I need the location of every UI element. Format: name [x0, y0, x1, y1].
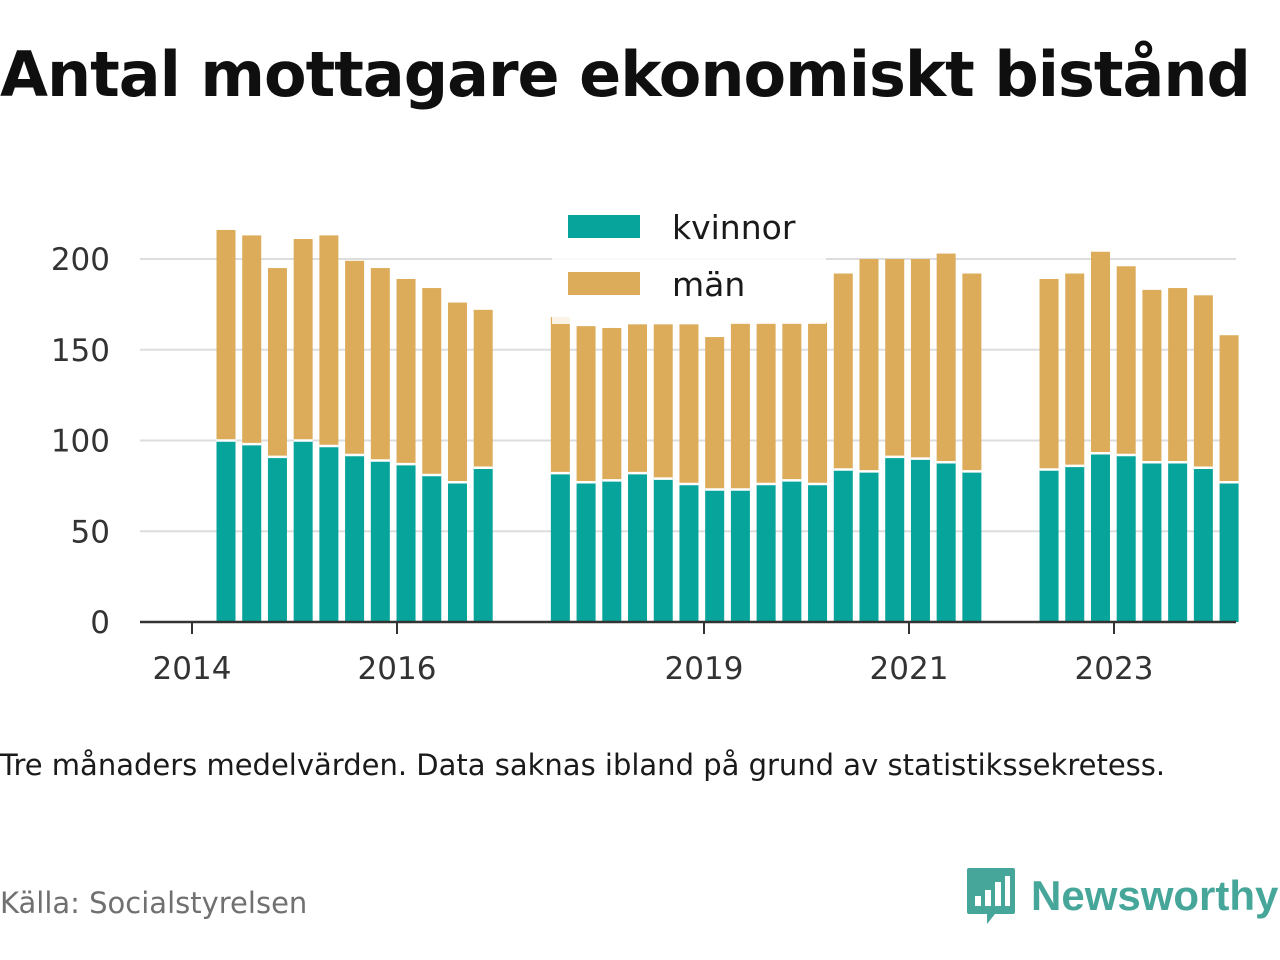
- bar-man: [962, 273, 982, 472]
- bar-man: [370, 268, 390, 461]
- y-tick-label-100: 100: [51, 424, 110, 460]
- bar-man: [679, 324, 699, 485]
- bar-kvinnor: [628, 473, 648, 622]
- bar-man: [1116, 266, 1136, 456]
- bar-kvinnor: [293, 440, 313, 622]
- bar-man: [550, 317, 570, 474]
- y-tick-label-200: 200: [51, 242, 110, 278]
- brand-name: Newsworthy: [1031, 872, 1279, 919]
- bar-man: [293, 239, 313, 441]
- bar-man: [859, 259, 879, 472]
- bar-man: [1193, 295, 1213, 468]
- y-tick-label-0: 0: [90, 605, 110, 641]
- bar-kvinnor: [782, 480, 802, 622]
- bar-man: [242, 235, 262, 445]
- bar-man: [1039, 278, 1059, 470]
- bar-kvinnor: [1116, 455, 1136, 622]
- chart-note: Tre månaders medelvärden. Data saknas ib…: [0, 748, 1166, 782]
- bar-kvinnor: [936, 462, 956, 622]
- stacked-bar-chart: 0 50 100 150 200 2014 2016 2019 2021 2023 kvinno…: [50, 200, 1239, 687]
- bar-kvinnor: [859, 471, 879, 622]
- bar-man: [447, 302, 467, 483]
- x-tick-label-2014: 2014: [153, 651, 232, 687]
- bar-man: [936, 253, 956, 463]
- bar-kvinnor: [1142, 462, 1162, 622]
- bar-kvinnor: [1219, 482, 1239, 622]
- x-axis: 2014 2016 2019 2021 2023: [140, 620, 1236, 687]
- bar-man: [576, 326, 596, 483]
- bar-man: [216, 229, 236, 441]
- bar-man: [628, 324, 648, 474]
- bar-kvinnor: [473, 467, 493, 622]
- bar-kvinnor: [679, 484, 699, 622]
- bar-man: [782, 322, 802, 481]
- bar-man: [730, 322, 750, 490]
- bar-kvinnor: [962, 471, 982, 622]
- bar-kvinnor: [447, 482, 467, 622]
- legend-label-män: män: [672, 265, 745, 304]
- bar-man: [756, 322, 776, 485]
- bar-kvinnor: [396, 464, 416, 622]
- bar-kvinnor: [370, 460, 390, 622]
- bar-man: [396, 278, 416, 465]
- bar-kvinnor: [885, 456, 905, 622]
- x-tick-label-2016: 2016: [358, 651, 437, 687]
- bar-man: [345, 260, 365, 456]
- bar-kvinnor: [550, 473, 570, 622]
- brand-logo: Newsworthy: [965, 866, 1278, 926]
- bar-man: [1065, 273, 1085, 466]
- source-credit: Källa: Socialstyrelsen: [0, 886, 308, 920]
- bar-kvinnor: [705, 489, 725, 622]
- newsworthy-logo-icon: [967, 868, 1015, 924]
- chart-title: Antal mottagare ekonomiskt bistånd: [0, 38, 1251, 111]
- bar-man: [885, 259, 905, 457]
- bar-kvinnor: [576, 482, 596, 622]
- bar-kvinnor: [1090, 453, 1110, 622]
- bar-kvinnor: [422, 474, 442, 622]
- bar-man: [267, 268, 287, 457]
- bar-kvinnor: [602, 480, 622, 622]
- legend-label-kvinnor: kvinnor: [672, 208, 796, 247]
- y-axis-tick-labels: 0 50 100 150 200: [51, 242, 110, 641]
- bar-kvinnor: [267, 456, 287, 622]
- bar-kvinnor: [808, 484, 828, 622]
- x-tick-label-2019: 2019: [665, 651, 744, 687]
- bar-kvinnor: [216, 440, 236, 622]
- bar-man: [833, 273, 853, 470]
- bar-man: [808, 322, 828, 485]
- bar-man: [705, 337, 725, 490]
- bar-kvinnor: [319, 445, 339, 622]
- bar-kvinnor: [1168, 462, 1188, 622]
- bar-series: [216, 229, 1239, 622]
- y-tick-label-50: 50: [71, 514, 110, 550]
- bar-kvinnor: [1065, 465, 1085, 622]
- legend-swatch-kvinnor: [568, 215, 640, 238]
- bar-kvinnor: [242, 444, 262, 622]
- bar-kvinnor: [730, 489, 750, 622]
- x-tick-label-2021: 2021: [870, 651, 949, 687]
- bar-man: [1142, 289, 1162, 463]
- bar-kvinnor: [653, 478, 673, 622]
- bar-man: [1168, 288, 1188, 463]
- bar-man: [1090, 251, 1110, 454]
- bar-man: [602, 327, 622, 481]
- bar-man: [473, 309, 493, 468]
- legend-swatch-män: [568, 272, 640, 295]
- x-tick-label-2023: 2023: [1075, 651, 1154, 687]
- bar-kvinnor: [1039, 469, 1059, 622]
- bar-man: [319, 235, 339, 446]
- bar-man: [910, 259, 930, 459]
- y-tick-label-150: 150: [51, 333, 110, 369]
- bar-man: [1219, 335, 1239, 483]
- bar-kvinnor: [345, 455, 365, 622]
- bar-man: [653, 324, 673, 479]
- bar-kvinnor: [1193, 467, 1213, 622]
- bar-man: [422, 288, 442, 475]
- bar-kvinnor: [756, 484, 776, 622]
- legend: kvinnor män: [552, 200, 826, 324]
- bar-kvinnor: [910, 458, 930, 622]
- bar-kvinnor: [833, 469, 853, 622]
